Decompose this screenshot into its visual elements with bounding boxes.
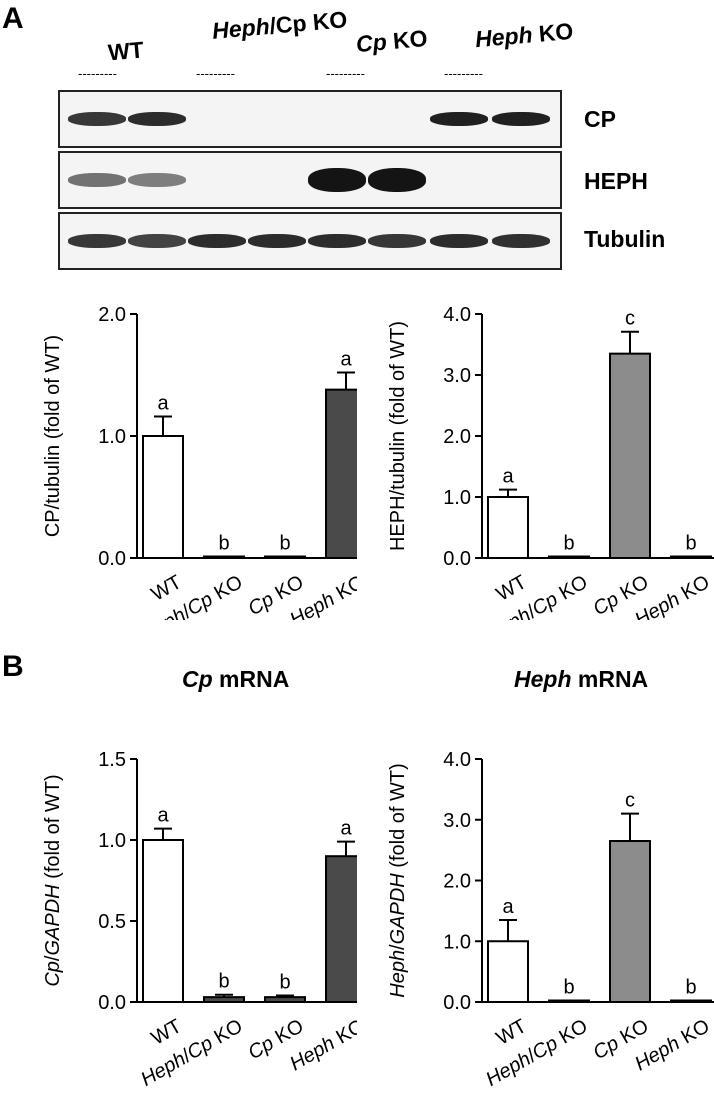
y-tick-label: 3.0	[443, 365, 471, 387]
y-tick-label: 2.0	[443, 871, 471, 893]
blot-band	[368, 234, 426, 248]
y-tick-label: 1.0	[443, 931, 471, 953]
significance-letter: a	[157, 805, 169, 827]
blot-band	[68, 234, 126, 248]
y-tick-label: 0.0	[98, 548, 126, 570]
y-tick-label: 1.0	[443, 487, 471, 509]
y-tick-label: 3.0	[443, 810, 471, 832]
significance-letter: b	[218, 533, 229, 555]
x-tick-label: WT	[148, 1015, 186, 1050]
blot-band	[68, 112, 126, 126]
blot-row-label-heph: HEPH	[584, 168, 648, 194]
y-axis-label: Heph/GAPDH (fold of WT)	[387, 763, 409, 998]
y-tick-label: 2.0	[98, 304, 126, 326]
chart-title-heph-mrna: Heph mRNA	[514, 666, 649, 692]
blot-cp	[58, 90, 562, 148]
bar	[264, 555, 306, 559]
blot-lane-dash: ---------	[78, 66, 117, 81]
blot-group-label-cp-ko: Cp KO	[354, 24, 429, 58]
blot-group-label-heph-cp-ko: Heph/Cp KO	[211, 6, 349, 44]
blot-row-label-tubulin: Tubulin	[584, 226, 666, 252]
significance-letter: a	[502, 896, 514, 918]
x-tick-label: WT	[148, 571, 186, 606]
bar-chart-heph-gapdh: 0.0 1.0 2.0 3.0 4.0 Heph/GAPDH (fold of WT) a W…	[387, 749, 714, 1091]
bar-chart-cp-tubulin: 0.01.02.0CP/tubulin (fold of WT)aWTbHeph…	[42, 304, 357, 620]
significance-letter: b	[563, 977, 574, 999]
bar	[670, 999, 712, 1003]
bar-chart-heph-tubulin: 0.0 1.0 2.0 3.0 4.0 HEPH/tubulin (fold of WT)…	[387, 304, 714, 620]
significance-letter: b	[279, 972, 290, 994]
significance-letter: c	[625, 790, 635, 812]
y-tick-label: 4.0	[443, 749, 471, 771]
y-tick-label: 0.0	[98, 992, 126, 1014]
blot-band	[128, 173, 186, 187]
blot-band	[248, 234, 306, 248]
blot-band	[430, 112, 488, 126]
significance-letter: b	[685, 533, 696, 555]
blot-group-label-heph-ko: Heph KO	[474, 17, 575, 53]
bar	[264, 996, 306, 1004]
bar	[142, 435, 184, 559]
chart-title-cp-mrna: Cp mRNA	[182, 666, 290, 692]
significance-letter: a	[502, 466, 514, 488]
bar	[487, 940, 529, 1003]
bar	[142, 839, 184, 1003]
bar	[325, 855, 357, 1003]
bar	[670, 555, 712, 559]
y-axis-label: HEPH/tubulin (fold of WT)	[387, 321, 409, 551]
panel-letter-b: B	[2, 650, 24, 683]
blot-band	[68, 173, 126, 187]
significance-letter: c	[625, 308, 635, 330]
blot-heph	[58, 151, 562, 209]
significance-letter: a	[157, 392, 169, 414]
x-tick-label: WT	[493, 571, 531, 606]
blot-band	[188, 234, 246, 248]
bar	[548, 999, 590, 1003]
blot-band	[492, 112, 550, 126]
y-tick-label: 2.0	[443, 426, 471, 448]
blot-lane-dash: ---------	[196, 66, 235, 81]
bar	[487, 496, 529, 559]
y-tick-label: 0.5	[98, 911, 126, 933]
y-axis-label: Cp/GAPDH (fold of WT)	[42, 774, 64, 986]
bar	[203, 555, 245, 559]
blot-row-label-cp: CP	[584, 106, 616, 132]
y-tick-label: 1.5	[98, 749, 126, 771]
significance-letter: b	[279, 533, 290, 555]
blot-band	[492, 234, 550, 248]
bar	[325, 388, 357, 559]
significance-letter: b	[563, 533, 574, 555]
y-tick-label: 4.0	[443, 304, 471, 326]
significance-letter: a	[340, 349, 352, 371]
blot-band	[308, 168, 366, 192]
significance-letter: b	[218, 971, 229, 993]
bar-chart-cp-gapdh: 0.00.51.01.5Cp/GAPDH (fold of WT) aWTbHep…	[42, 749, 357, 1091]
bar	[203, 996, 245, 1004]
blot-band	[430, 234, 488, 248]
x-tick-label: WT	[493, 1015, 531, 1050]
bar	[548, 555, 590, 559]
panel-letter-a: A	[2, 2, 24, 35]
y-axis-label: CP/tubulin (fold of WT)	[42, 335, 64, 537]
y-tick-label: 1.0	[98, 830, 126, 852]
y-tick-label: 1.0	[98, 426, 126, 448]
y-tick-label: 0.0	[443, 548, 471, 570]
blot-band	[128, 112, 186, 126]
significance-letter: b	[685, 977, 696, 999]
blot-group-label-wt: WT	[106, 36, 145, 66]
bar	[609, 840, 651, 1003]
y-tick-label: 0.0	[443, 992, 471, 1014]
blot-band	[308, 234, 366, 248]
significance-letter: a	[340, 818, 352, 840]
bar	[609, 352, 651, 560]
blot-lane-dash: ---------	[326, 66, 365, 81]
blot-tubulin	[58, 212, 562, 270]
blot-lane-dash: ---------	[444, 66, 483, 81]
blot-band	[128, 234, 186, 248]
blot-band	[368, 168, 426, 192]
